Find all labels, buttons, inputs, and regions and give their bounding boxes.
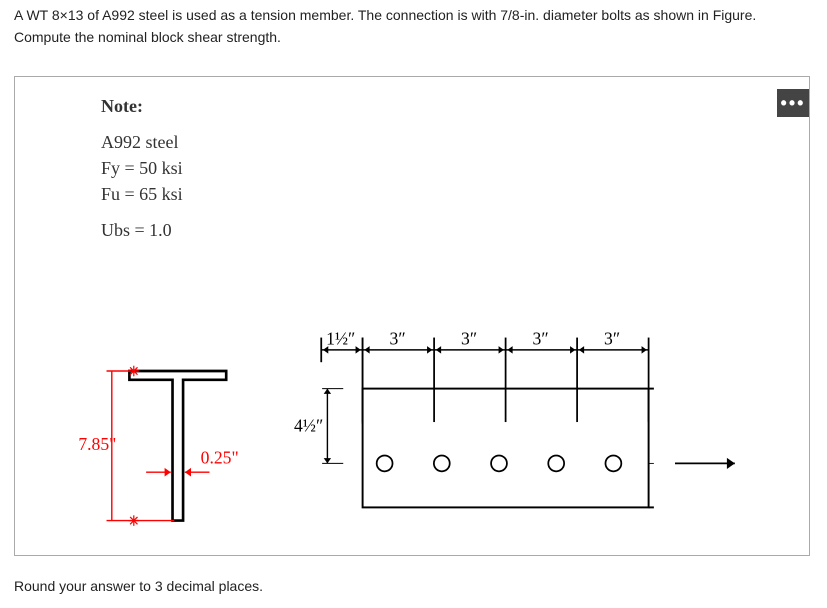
note-ubs: Ubs = 1.0 (101, 217, 183, 243)
svg-text:3″: 3″ (533, 329, 549, 349)
svg-text:3″: 3″ (461, 329, 477, 349)
note-fu: Fu = 65 ksi (101, 181, 183, 207)
more-options-button[interactable]: ••• (777, 89, 809, 117)
svg-text:0.25": 0.25" (201, 447, 239, 467)
notes-block: Note: A992 steel Fy = 50 ksi Fu = 65 ksi… (101, 93, 183, 243)
svg-text:4½″: 4½″ (294, 415, 323, 435)
problem-line-2: Compute the nominal block shear strength… (14, 26, 813, 48)
ellipsis-icon: ••• (781, 93, 806, 114)
problem-statement: A WT 8×13 of A992 steel is used as a ten… (0, 0, 827, 55)
svg-text:7.85": 7.85" (78, 434, 116, 454)
problem-line-1: A WT 8×13 of A992 steel is used as a ten… (14, 4, 813, 26)
diagram: 7.85" 0.25" 1½″ 3″ 3″ 3″ 3″ 4½″ (31, 327, 791, 547)
instruction-text: Round your answer to 3 decimal places. (14, 578, 263, 594)
svg-text:3″: 3″ (390, 329, 406, 349)
note-label: Note: (101, 93, 183, 119)
note-fy: Fy = 50 ksi (101, 155, 183, 181)
svg-text:3″: 3″ (604, 329, 620, 349)
figure-container: ••• Note: A992 steel Fy = 50 ksi Fu = 65… (14, 76, 810, 556)
svg-text:1½″: 1½″ (326, 329, 355, 349)
note-material: A992 steel (101, 129, 183, 155)
